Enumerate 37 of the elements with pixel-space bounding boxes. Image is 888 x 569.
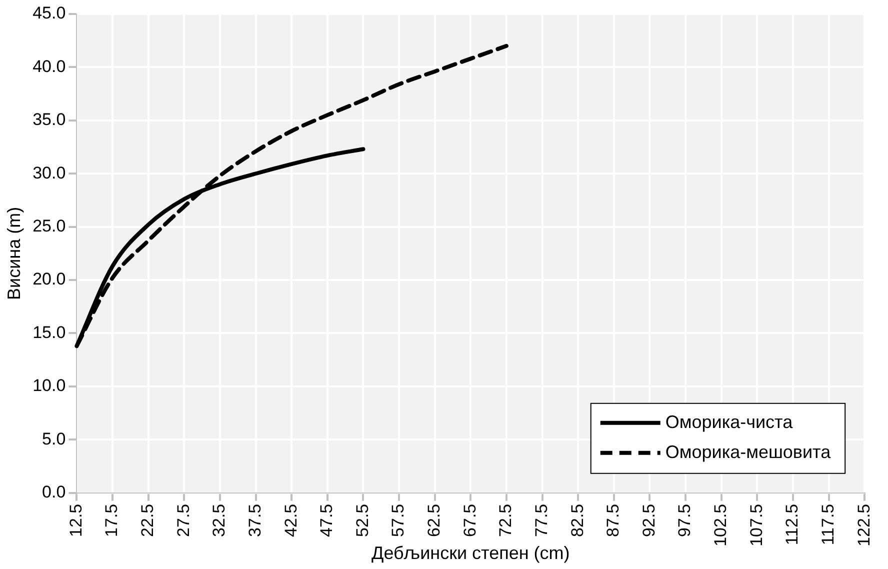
x-tick-label: 42.5 [281,504,300,537]
x-tick-label: 57.5 [388,504,408,537]
x-tick-label: 22.5 [138,504,158,537]
y-tick-label: 20.0 [32,270,66,289]
x-tick-label: 97.5 [675,504,694,537]
y-tick-label: 10.0 [32,376,66,396]
x-tick-label: 72.5 [496,504,516,537]
x-tick-label: 32.5 [210,504,229,537]
x-tick-label: 27.5 [174,504,193,537]
x-tick-label: 102.5 [711,504,730,546]
x-tick-label: 82.5 [568,504,587,537]
x-axis-title: Дебљински степен (cm) [372,543,570,564]
y-tick-label: 45.0 [32,4,66,23]
x-tick-label: 87.5 [604,504,623,537]
y-tick-label: 35.0 [32,110,66,130]
x-tick-label: 92.5 [639,504,658,537]
x-tick-label: 37.5 [245,504,264,537]
x-tick-label: 62.5 [424,504,444,537]
x-tick-label: 67.5 [460,504,480,537]
y-tick-label: 15.0 [32,322,66,342]
x-tick-label: 112.5 [782,504,802,546]
y-tick-label: 0.0 [42,482,66,502]
legend-label: Оморика-чиста [665,412,794,432]
x-tick-label: 47.5 [317,504,336,537]
y-tick-label: 25.0 [32,216,66,236]
x-tick-label: 12.5 [66,504,86,537]
legend-label: Оморика-мешовита [665,442,832,462]
x-tick-label: 52.5 [352,504,372,537]
x-tick-label: 17.5 [102,504,122,537]
y-axis-title: Висина (m) [4,206,24,300]
y-tick-label: 40.0 [32,56,66,76]
x-tick-label: 107.5 [746,504,766,546]
x-tick-label: 77.5 [532,504,551,537]
y-tick-label: 5.0 [42,429,66,448]
y-tick-label: 30.0 [32,163,66,182]
x-tick-label: 122.5 [854,504,874,546]
x-tick-label: 117.5 [818,504,838,546]
